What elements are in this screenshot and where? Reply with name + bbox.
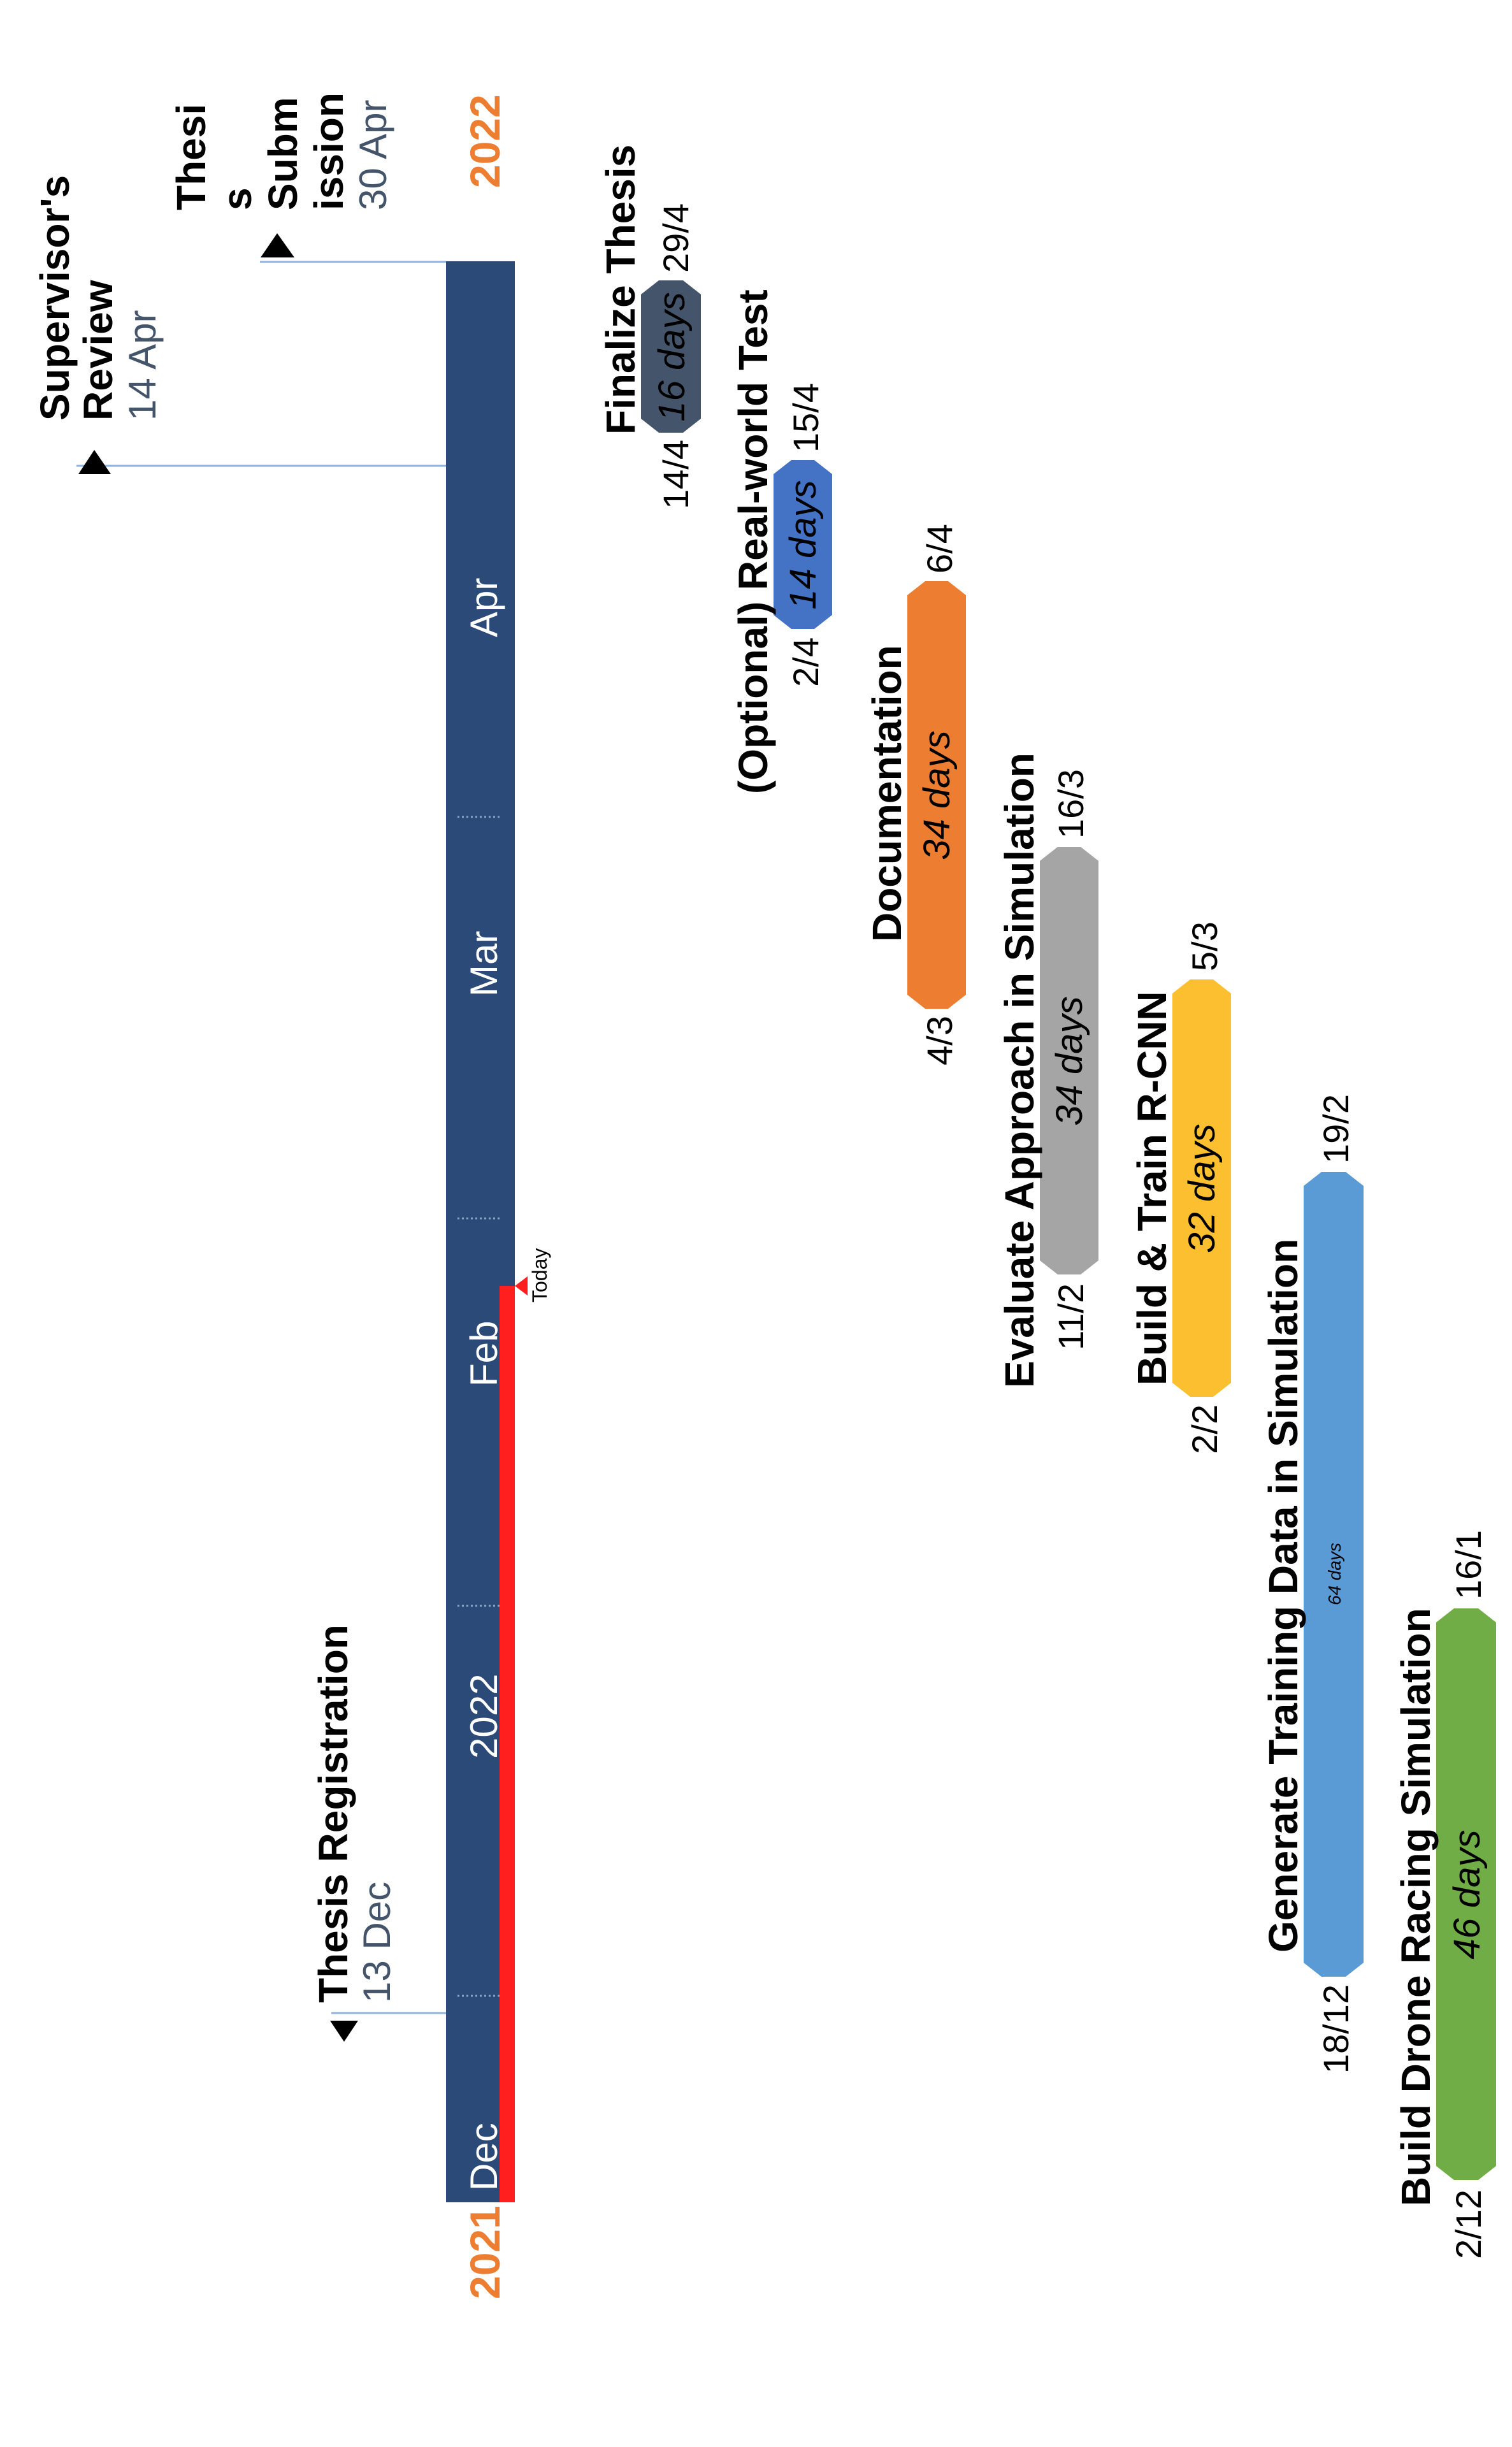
task-documentation: 34 days Documentation 4/3 6/4 — [864, 524, 966, 1065]
task-start-date: 2/4 — [786, 637, 826, 687]
year-start-label: 2021 — [461, 2205, 508, 2299]
task-name: Finalize Thesis — [598, 145, 644, 435]
month-label-feb: Feb — [463, 1321, 505, 1387]
task-end-date: 15/4 — [786, 383, 826, 452]
task-duration: 34 days — [916, 730, 958, 860]
task-end-date: 5/3 — [1184, 921, 1225, 971]
task-end-date: 16/1 — [1448, 1530, 1488, 1599]
today-progress-bar — [500, 1286, 515, 2202]
milestone-date: 13 Dec — [356, 1882, 398, 2003]
milestone-title: Thesi — [168, 104, 214, 210]
task-name: Build & Train R-CNN — [1129, 991, 1175, 1385]
milestone-thesis-submission: Thesi s Subm ission 30 Apr — [168, 92, 446, 263]
task-bar — [1436, 1608, 1496, 2180]
task-duration: 46 days — [1446, 1830, 1488, 1959]
milestone-date: 14 Apr — [121, 310, 164, 421]
milestone-title: ission — [306, 92, 352, 210]
task-duration: 14 days — [782, 480, 824, 609]
today-marker — [515, 1276, 528, 1296]
task-end-date: 16/3 — [1051, 769, 1091, 839]
task-name: Evaluate Approach in Simulation — [997, 753, 1042, 1388]
milestone-marker — [330, 2021, 358, 2042]
milestone-marker — [261, 233, 294, 257]
task-name: Generate Training Data in Simulation — [1260, 1239, 1306, 1953]
milestone-title: Review — [75, 280, 121, 421]
task-name: Documentation — [864, 645, 910, 942]
task-evaluate-approach: 34 days Evaluate Approach in Simulation … — [997, 753, 1098, 1388]
milestone-title: Subm — [260, 97, 306, 210]
task-end-date: 6/4 — [919, 524, 960, 574]
task-end-date: 19/2 — [1316, 1094, 1356, 1164]
task-finalize-thesis: 16 days Finalize Thesis 14/4 29/4 — [598, 145, 701, 509]
task-bar — [641, 280, 701, 433]
timeline-bar — [446, 261, 515, 2202]
month-label-mar: Mar — [463, 931, 505, 997]
today-label: Today — [528, 1248, 551, 1303]
task-duration: 34 days — [1049, 996, 1090, 1125]
task-duration: 64 days — [1325, 1543, 1344, 1605]
task-bar — [907, 581, 966, 1009]
task-start-date: 18/12 — [1316, 1984, 1356, 2074]
month-label-jan: 2022 — [463, 1674, 505, 1759]
task-duration: 16 days — [651, 292, 693, 421]
month-label-dec: Dec — [463, 2123, 505, 2191]
milestone-thesis-registration: Thesis Registration 13 Dec — [310, 1624, 446, 2042]
milestone-marker — [78, 450, 111, 474]
task-duration: 32 days — [1181, 1123, 1223, 1253]
task-bar — [1040, 847, 1098, 1274]
milestone-supervisors-review: Supervisor's Review 14 Apr — [32, 175, 446, 474]
milestone-date: 30 Apr — [352, 100, 394, 210]
milestone-title: Supervisor's — [32, 175, 78, 421]
year-end-label: 2022 — [461, 94, 508, 188]
milestone-title: s — [214, 187, 260, 210]
task-bar — [774, 460, 832, 629]
month-label-apr: Apr — [463, 578, 505, 637]
task-generate-training-data: 64 days Generate Training Data in Simula… — [1260, 1094, 1364, 2074]
task-end-date: 29/4 — [656, 203, 696, 273]
task-build-drone-racing-simulation: 46 days Build Drone Racing Simulation 2/… — [1393, 1530, 1496, 2259]
task-start-date: 11/2 — [1051, 1283, 1091, 1350]
milestone-title: Thesis Registration — [310, 1624, 356, 2003]
task-real-world-test: 14 days (Optional) Real-world Test 2/4 1… — [730, 289, 832, 794]
task-start-date: 2/12 — [1448, 2190, 1488, 2259]
task-bar — [1304, 1172, 1364, 1977]
task-start-date: 4/3 — [919, 1016, 960, 1065]
task-name: Build Drone Racing Simulation — [1393, 1608, 1439, 2206]
task-bar — [1172, 979, 1231, 1397]
task-name: (Optional) Real-world Test — [730, 289, 776, 794]
task-start-date: 14/4 — [656, 440, 696, 509]
task-start-date: 2/2 — [1184, 1404, 1225, 1454]
task-build-train-rcnn: 32 days Build & Train R-CNN 2/2 5/3 — [1129, 921, 1231, 1454]
